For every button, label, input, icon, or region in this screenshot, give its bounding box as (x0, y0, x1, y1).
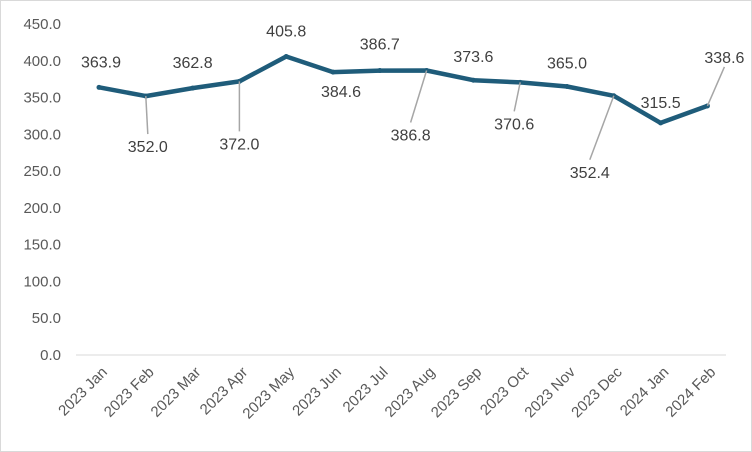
leader-line (409, 70, 428, 123)
x-tick-label: 2023 Mar (148, 364, 205, 421)
data-point (470, 77, 476, 83)
data-label: 338.6 (704, 50, 744, 67)
data-point (330, 69, 336, 75)
data-label: 363.9 (81, 54, 121, 71)
data-label: 352.4 (570, 165, 610, 182)
x-tick-label: 2023 Sep (428, 364, 485, 421)
data-point (658, 120, 664, 126)
data-label: 405.8 (266, 24, 306, 41)
data-label: 384.6 (321, 84, 361, 101)
x-tick-label: 2023 Feb (101, 364, 158, 421)
y-tick-label: 100.0 (23, 273, 61, 290)
data-label: 370.6 (494, 116, 534, 133)
y-tick-label: 50.0 (32, 310, 61, 327)
leader-line (513, 82, 521, 112)
data-label: 372.0 (219, 136, 259, 153)
x-tick-label: 2023 May (239, 363, 298, 422)
data-point (377, 68, 383, 74)
data-label: 315.5 (641, 95, 681, 112)
data-label: 373.6 (453, 49, 493, 66)
data-point (190, 85, 196, 91)
y-tick-label: 350.0 (23, 90, 61, 107)
y-tick-label: 150.0 (23, 237, 61, 254)
y-tick-label: 250.0 (23, 163, 61, 180)
x-tick-label: 2023 Jun (289, 364, 345, 420)
y-tick-label: 0.0 (40, 347, 61, 364)
leader-line (706, 66, 726, 107)
leader-line (145, 96, 149, 135)
data-point (96, 84, 102, 90)
x-tick-label: 2024 Feb (662, 364, 719, 421)
y-tick-label: 300.0 (23, 126, 61, 143)
x-tick-label: 2023 Dec (568, 363, 626, 421)
data-label: 365.0 (547, 56, 587, 73)
y-tick-label: 400.0 (23, 53, 61, 70)
data-point (564, 84, 570, 90)
data-label: 386.8 (391, 127, 431, 144)
series-line (96, 54, 710, 126)
y-tick-label: 200.0 (23, 200, 61, 217)
data-label: 362.8 (173, 55, 213, 72)
data-point (283, 54, 289, 60)
data-label: 352.0 (128, 139, 168, 156)
data-label: 386.7 (360, 37, 400, 54)
leader-line (589, 95, 615, 161)
y-tick-label: 450.0 (23, 16, 61, 33)
